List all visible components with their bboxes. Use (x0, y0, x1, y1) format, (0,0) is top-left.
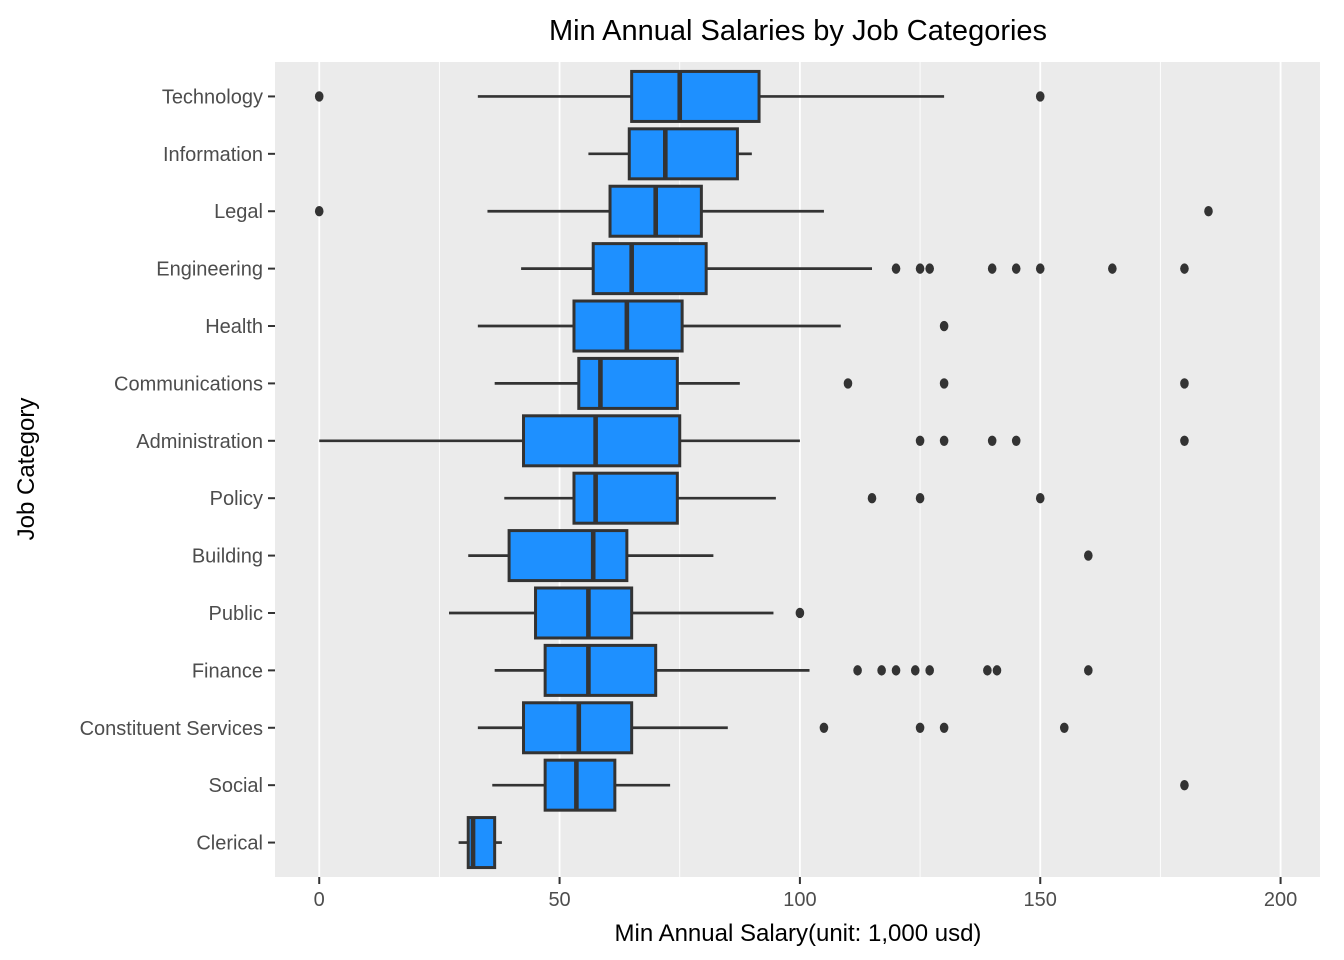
y-tick-label-public: Public (209, 603, 263, 625)
outlier-point (1180, 263, 1189, 274)
iqr-box (507, 529, 629, 583)
outlier-point (877, 665, 886, 676)
y-tick-label-administration: Administration (136, 431, 263, 453)
x-axis-title: Min Annual Salary(unit: 1,000 usd) (615, 920, 982, 947)
outlier-point (1035, 492, 1045, 504)
outlier-point (915, 435, 925, 447)
outlier-point (1059, 722, 1069, 733)
boxplot-finance (494, 643, 1093, 697)
y-axis-title: Job Category (13, 398, 40, 541)
boxplot-information (588, 127, 752, 181)
outlier-point (819, 722, 829, 733)
outlier-point (1011, 263, 1021, 274)
outlier-point (939, 320, 949, 332)
outlier-point (843, 378, 853, 389)
outlier-point (1180, 779, 1189, 791)
y-tick-label-clerical: Clerical (196, 833, 263, 855)
outlier-point (867, 492, 877, 504)
outlier-point (314, 91, 324, 102)
outlier-point (1180, 435, 1189, 447)
plot-panel (275, 62, 1320, 877)
outlier-point (939, 435, 949, 447)
y-tick-label-social: Social (209, 775, 263, 797)
boxplot-administration (319, 414, 1189, 468)
outlier-point (1108, 263, 1117, 274)
outlier-point (1084, 665, 1093, 676)
x-tick-label: 0 (314, 889, 325, 911)
boxplot-clerical (458, 816, 502, 870)
outlier-point (1180, 378, 1189, 389)
outlier-point (915, 263, 925, 274)
iqr-box (591, 242, 708, 296)
outlier-point (915, 722, 925, 733)
outlier-point (853, 665, 862, 676)
outlier-point (983, 665, 992, 676)
boxplot-communications (494, 356, 1189, 410)
outlier-point (1035, 263, 1045, 274)
outlier-point (925, 665, 934, 676)
outlier-point (910, 665, 920, 676)
x-tick-label: 50 (548, 889, 570, 911)
boxplot-building (468, 529, 1093, 583)
outlier-point (939, 378, 949, 389)
outlier-point (939, 722, 949, 733)
outlier-point (314, 206, 324, 217)
plot-panel-layer (275, 62, 1320, 877)
iqr-box (577, 356, 679, 410)
iqr-box (627, 127, 739, 181)
iqr-box (522, 414, 682, 468)
gridline-layer (318, 62, 1282, 877)
outlier-point (891, 665, 901, 676)
y-tick-label-technology: Technology (162, 86, 263, 108)
y-tick-label-communications: Communications (114, 373, 263, 395)
boxplot-layer (314, 69, 1213, 870)
y-tick-label-finance: Finance (192, 660, 263, 682)
x-tick-label: 100 (783, 889, 816, 911)
y-tick-label-policy: Policy (210, 488, 263, 510)
outlier-point (1204, 206, 1213, 217)
boxplot-legal (314, 184, 1213, 238)
iqr-box (534, 586, 634, 640)
outlier-point (1035, 91, 1045, 102)
outlier-point (987, 435, 997, 447)
y-tick-label-health: Health (205, 316, 263, 338)
iqr-box (543, 643, 658, 697)
boxplot-social (492, 758, 1189, 812)
boxplot-engineering (521, 242, 1189, 296)
boxplot-public (449, 586, 805, 640)
outlier-point (915, 492, 925, 504)
iqr-box (630, 69, 761, 123)
outlier-point (987, 263, 997, 274)
boxplot-constituent-services (477, 701, 1069, 755)
y-tick-label-information: Information (163, 144, 263, 166)
outlier-point (795, 607, 805, 619)
axis-layer: 0 50 100 150 200 Technology Information Legal En… (80, 86, 1298, 911)
x-tick-label: 200 (1264, 889, 1297, 911)
outlier-point (925, 263, 934, 274)
x-tick-label: 150 (1024, 889, 1057, 911)
iqr-box (572, 471, 679, 525)
outlier-point (891, 263, 901, 274)
y-tick-label-legal: Legal (214, 201, 263, 223)
y-tick-label-engineering: Engineering (156, 259, 263, 281)
outlier-point (992, 665, 1002, 676)
boxplot-policy (504, 471, 1045, 525)
boxplot-health (477, 299, 949, 353)
boxplot-technology (314, 69, 1045, 123)
y-tick-label-building: Building (192, 546, 263, 568)
iqr-box (543, 758, 617, 812)
outlier-point (1084, 550, 1093, 561)
y-tick-label-constituent-services: Constituent Services (80, 718, 263, 740)
outlier-point (1011, 435, 1021, 447)
chart-title: Min Annual Salaries by Job Categories (549, 15, 1047, 47)
